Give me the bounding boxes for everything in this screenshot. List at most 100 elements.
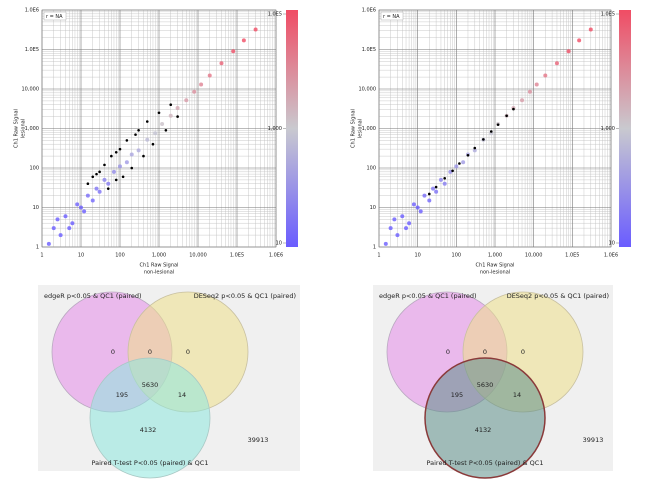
point (114, 178, 118, 182)
point (151, 142, 155, 146)
point (534, 82, 539, 87)
colorbar-label: 1,000 (601, 126, 615, 132)
point (473, 146, 477, 150)
point (505, 114, 508, 118)
region-value: 0 (111, 348, 115, 356)
x-tick-label: 10 (78, 253, 84, 259)
y-tick-label: 10,000 (22, 87, 40, 93)
point (482, 138, 485, 141)
region-value: 5630 (142, 381, 159, 389)
region-value: 195 (116, 391, 128, 399)
x-tick-label: 1,000 (488, 253, 502, 259)
point (130, 166, 134, 170)
x-axis-label: non-lesional (480, 270, 510, 276)
point (160, 121, 165, 126)
y-tick-label: 10 (370, 205, 376, 211)
point (458, 162, 461, 165)
point (461, 160, 466, 165)
x-tick-label: 1.0E5 (565, 253, 579, 259)
point (411, 202, 416, 207)
point (157, 111, 161, 115)
point (241, 38, 246, 43)
point (114, 150, 118, 154)
y-tick-label: 1,000 (25, 126, 39, 132)
point (489, 130, 493, 133)
point (443, 176, 446, 180)
point (454, 164, 459, 169)
point (253, 27, 258, 32)
point (418, 209, 423, 214)
x-tick-label: 1.0E5 (230, 253, 244, 259)
x-tick-label: 100 (452, 253, 462, 259)
point (442, 181, 447, 186)
point (554, 61, 559, 66)
point (588, 27, 593, 32)
x-tick-label: 100 (115, 253, 125, 259)
point (164, 129, 168, 132)
point (97, 189, 102, 194)
y-tick-label: 100 (29, 166, 39, 172)
point (102, 177, 107, 182)
x-tick-label: 10,000 (189, 253, 207, 259)
set-label: edgeR p<0.05 & QC1 (paired) (44, 292, 142, 300)
outside-value: 39913 (248, 436, 269, 444)
point (427, 198, 432, 203)
y-tick-label: 1,000 (362, 126, 376, 132)
region-value: 195 (451, 391, 463, 399)
region-value: 4132 (475, 426, 492, 434)
point (58, 233, 63, 238)
point (129, 152, 134, 157)
point (169, 103, 173, 107)
region-value: 4132 (140, 426, 157, 434)
point (90, 198, 95, 203)
point (118, 164, 122, 169)
point (577, 38, 582, 43)
point (404, 226, 409, 231)
point (136, 148, 141, 153)
x-tick-label: 10 (414, 253, 420, 259)
y-tick-label: 100 (366, 166, 376, 172)
point (110, 154, 113, 158)
region-value: 0 (186, 348, 190, 356)
point (543, 73, 548, 78)
point (184, 98, 189, 103)
point (63, 214, 68, 219)
point (438, 177, 443, 182)
outside-value: 39913 (583, 436, 604, 444)
x-axis-label: non-lesional (144, 270, 174, 276)
colorbar (619, 10, 631, 247)
point (566, 49, 571, 54)
y-tick-label: 1.0E5 (25, 47, 39, 53)
venn-circle (424, 357, 546, 479)
x-tick-label: 1 (40, 253, 43, 259)
x-axis-label: Ch1 Raw Signal (476, 263, 515, 269)
y-tick-label: 1.0E6 (362, 8, 376, 14)
region-value: 14 (178, 391, 186, 399)
point (392, 217, 397, 222)
point (407, 221, 412, 226)
colorbar-label: 1.0E5 (601, 12, 615, 18)
set-label: DESeq2 p<0.05 & QC1 (paired) (194, 292, 296, 300)
annotation: r = NA (383, 14, 400, 20)
point (422, 193, 427, 198)
point (106, 181, 111, 186)
colorbar-label: 10 (609, 241, 615, 247)
point (134, 133, 137, 136)
point (98, 170, 101, 174)
point (428, 192, 431, 196)
point (400, 214, 405, 219)
point (153, 131, 158, 136)
y-axis-label: lesional (21, 119, 27, 138)
set-label: Paired T-test P<0.05 (paired) & QC1 (427, 459, 544, 467)
region-value: 0 (148, 348, 152, 356)
point (118, 147, 122, 151)
point (395, 233, 400, 238)
region-value: 0 (483, 348, 487, 356)
point (121, 175, 125, 179)
y-tick-label: 1.0E6 (25, 8, 39, 14)
y-axis-label: Ch1 Raw Signal (351, 109, 357, 148)
point (145, 137, 150, 142)
point (79, 205, 83, 210)
x-tick-label: 10,000 (525, 253, 543, 259)
